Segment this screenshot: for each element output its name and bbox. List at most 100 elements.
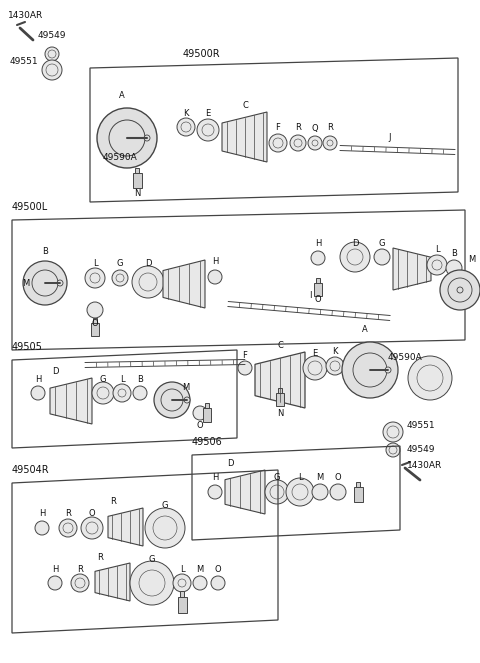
Text: A: A — [119, 91, 125, 101]
Text: J: J — [389, 133, 391, 141]
Bar — [94, 318, 96, 322]
Circle shape — [323, 136, 337, 150]
Text: A: A — [362, 326, 368, 335]
Text: F: F — [242, 351, 247, 359]
Text: 49500L: 49500L — [12, 202, 48, 212]
Circle shape — [144, 135, 150, 141]
Text: N: N — [277, 408, 283, 418]
Text: 49549: 49549 — [38, 30, 67, 40]
Text: F: F — [276, 123, 280, 133]
Polygon shape — [50, 378, 92, 424]
Text: H: H — [52, 564, 58, 573]
Text: N: N — [134, 190, 140, 198]
Circle shape — [71, 574, 89, 592]
Circle shape — [386, 443, 400, 457]
Text: R: R — [327, 123, 333, 133]
Text: L: L — [298, 473, 302, 481]
Circle shape — [311, 251, 325, 265]
Bar — [180, 591, 184, 597]
Circle shape — [265, 480, 289, 504]
Circle shape — [132, 266, 164, 298]
Text: R: R — [295, 123, 301, 133]
Text: R: R — [65, 509, 71, 518]
Circle shape — [154, 382, 190, 418]
Text: G: G — [117, 259, 123, 267]
Circle shape — [92, 382, 114, 404]
Circle shape — [383, 422, 403, 442]
Circle shape — [408, 356, 452, 400]
Text: D: D — [227, 459, 233, 469]
Bar — [353, 487, 362, 502]
Polygon shape — [222, 112, 267, 162]
Text: C: C — [277, 341, 283, 349]
Polygon shape — [225, 470, 265, 514]
Text: G: G — [100, 375, 106, 383]
Circle shape — [87, 302, 103, 318]
Circle shape — [374, 249, 390, 265]
Circle shape — [385, 367, 391, 373]
Circle shape — [208, 270, 222, 284]
Circle shape — [340, 242, 370, 272]
Text: O: O — [215, 564, 221, 573]
Circle shape — [31, 386, 45, 400]
Circle shape — [130, 561, 174, 605]
Polygon shape — [255, 352, 305, 408]
Circle shape — [286, 478, 314, 506]
Text: 49504R: 49504R — [12, 465, 49, 475]
Bar — [178, 597, 187, 613]
Circle shape — [193, 406, 207, 420]
Text: R: R — [97, 552, 103, 562]
Text: O: O — [92, 318, 98, 328]
Circle shape — [57, 280, 63, 286]
Circle shape — [342, 342, 398, 398]
Circle shape — [290, 135, 306, 151]
Text: H: H — [39, 509, 45, 518]
Text: M: M — [468, 255, 475, 265]
Text: H: H — [35, 375, 41, 383]
Text: H: H — [315, 239, 321, 249]
Text: 1430AR: 1430AR — [8, 11, 43, 21]
Circle shape — [97, 108, 157, 168]
Text: M: M — [22, 278, 29, 288]
Text: G: G — [162, 501, 168, 511]
Text: K: K — [332, 347, 338, 357]
Circle shape — [308, 136, 322, 150]
Bar — [276, 392, 284, 406]
Bar — [91, 322, 99, 336]
Text: 49549: 49549 — [407, 446, 435, 455]
Bar — [132, 173, 142, 188]
Polygon shape — [95, 563, 130, 601]
Text: D: D — [145, 259, 151, 267]
Bar — [356, 482, 360, 487]
Circle shape — [312, 484, 328, 500]
Circle shape — [145, 508, 185, 548]
Circle shape — [177, 118, 195, 136]
Text: Q: Q — [312, 123, 318, 133]
Circle shape — [211, 576, 225, 590]
Text: K: K — [183, 109, 189, 117]
Circle shape — [269, 134, 287, 152]
Text: 49506: 49506 — [192, 437, 223, 447]
Circle shape — [42, 60, 62, 80]
Text: I: I — [309, 292, 311, 300]
Circle shape — [303, 356, 327, 380]
Bar — [314, 282, 322, 296]
Circle shape — [446, 260, 462, 276]
Circle shape — [59, 519, 77, 537]
Polygon shape — [393, 248, 431, 290]
Text: G: G — [274, 473, 280, 481]
Circle shape — [45, 47, 59, 61]
Text: 49551: 49551 — [10, 58, 38, 66]
Text: D: D — [52, 367, 58, 375]
Circle shape — [48, 576, 62, 590]
Text: H: H — [212, 257, 218, 265]
Circle shape — [208, 485, 222, 499]
Text: M: M — [196, 564, 204, 573]
Circle shape — [238, 361, 252, 375]
Text: R: R — [77, 564, 83, 573]
Text: 49590A: 49590A — [103, 154, 138, 162]
Bar — [203, 408, 211, 422]
Text: 49590A: 49590A — [388, 353, 423, 363]
Text: O: O — [197, 420, 204, 430]
Text: G: G — [149, 554, 155, 564]
